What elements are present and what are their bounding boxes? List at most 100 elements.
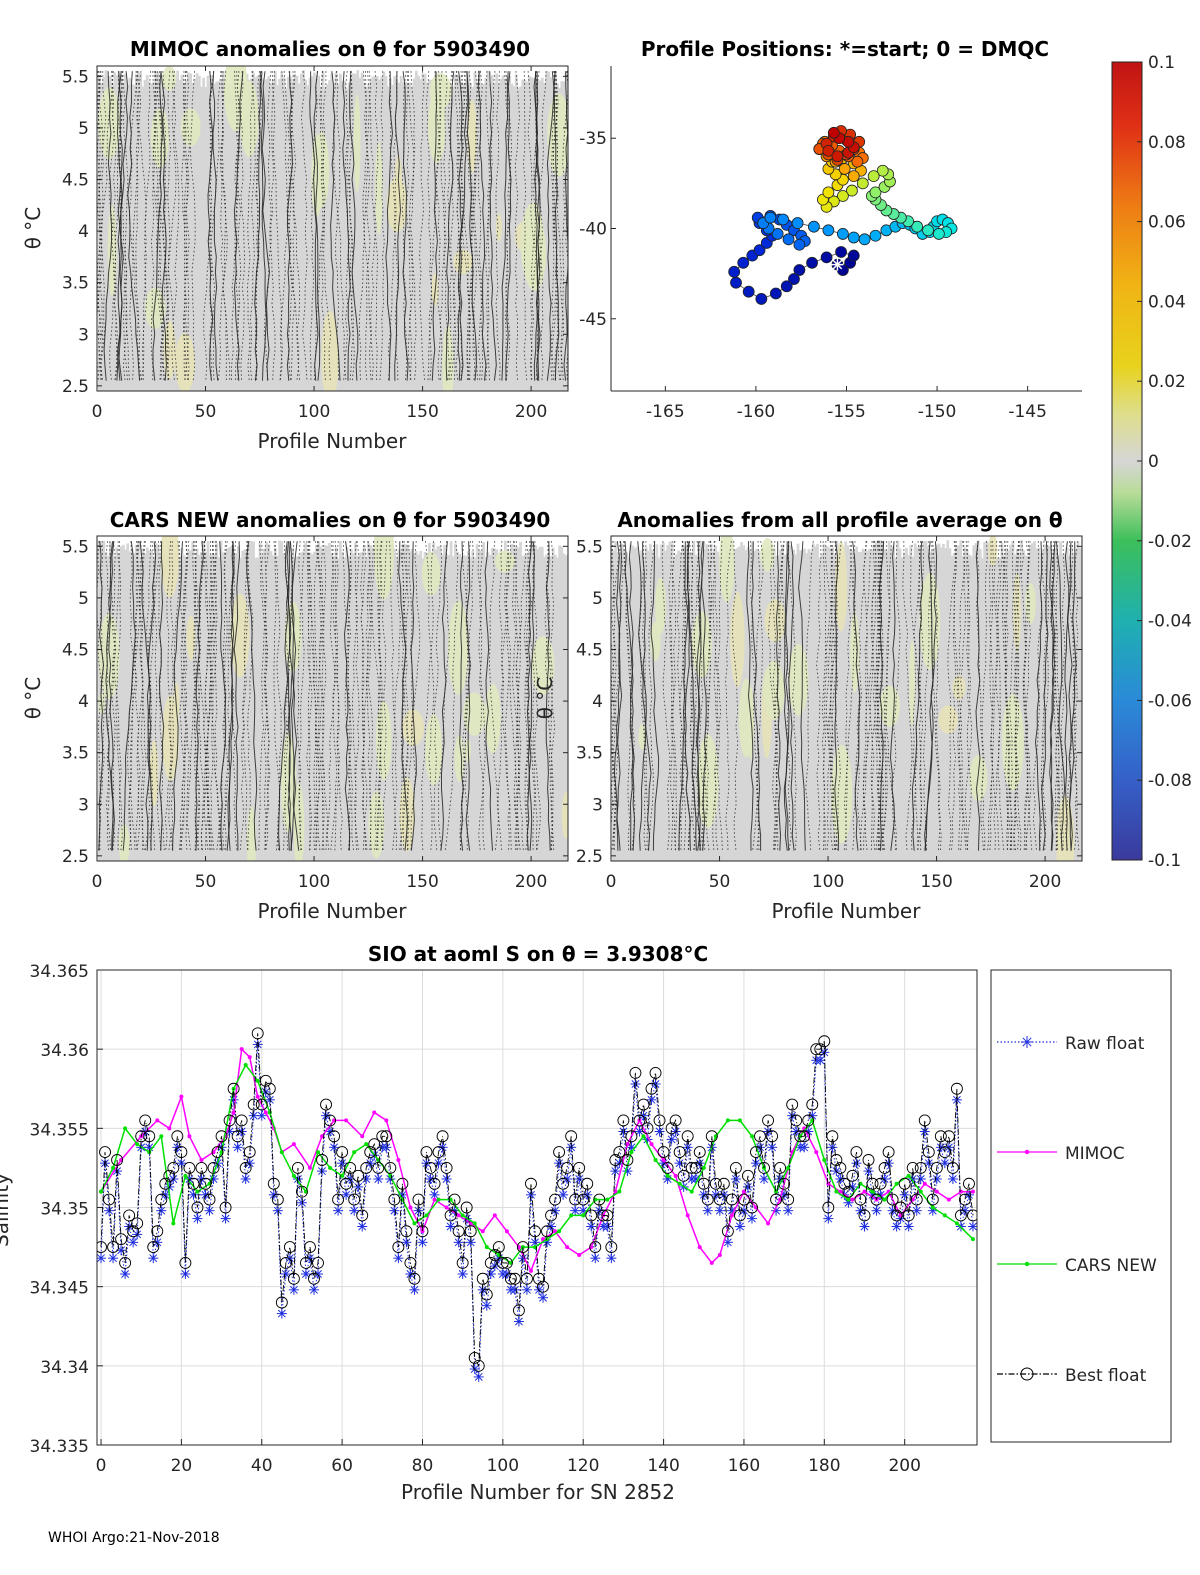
- data-column: [488, 83, 492, 391]
- best-float-marker: [203, 1193, 216, 1206]
- data-column: [299, 73, 303, 391]
- asterisk-stroke: [97, 1254, 105, 1263]
- best-float-marker: [448, 1193, 461, 1206]
- data-column: [200, 86, 203, 391]
- best-float-marker: [368, 1138, 381, 1151]
- asterisk-stroke: [575, 1175, 584, 1183]
- best-float-marker: [135, 1130, 148, 1143]
- raw-float-marker: [891, 1221, 902, 1232]
- data-column: [106, 556, 110, 861]
- data-column: [312, 551, 316, 861]
- data-column: [297, 555, 301, 861]
- y-tick-label: 5.5: [576, 537, 603, 557]
- data-column: [362, 546, 366, 861]
- data-column: [419, 550, 423, 861]
- best-float-marker: [271, 1193, 284, 1206]
- asterisk-stroke: [117, 1246, 126, 1255]
- data-column: [302, 70, 305, 391]
- data-column: [646, 550, 650, 861]
- anomaly-blob: [764, 599, 786, 643]
- data-column: [180, 548, 184, 861]
- profile-marker: [827, 126, 840, 139]
- x-tick-label: 120: [567, 1456, 599, 1476]
- cars-marker: [677, 1181, 682, 1186]
- data-column: [208, 81, 212, 391]
- raw-float-marker: [606, 1253, 617, 1264]
- anomaly-blob: [425, 714, 443, 786]
- asterisk-stroke: [651, 1080, 660, 1088]
- data-column: [438, 545, 442, 861]
- best-float-marker: [649, 1066, 662, 1079]
- best-float-marker: [227, 1082, 240, 1095]
- data-column: [269, 551, 273, 861]
- data-column: [677, 550, 680, 861]
- raw-float-marker: [690, 1174, 701, 1184]
- x-tick-label: 150: [406, 872, 438, 892]
- data-column: [236, 83, 240, 391]
- contour-line: [889, 541, 896, 851]
- anomaly-blob: [719, 536, 735, 603]
- data-column: [258, 542, 262, 861]
- asterisk-stroke: [197, 1175, 206, 1183]
- best-float-marker: [733, 1209, 746, 1222]
- data-column: [334, 72, 338, 391]
- colorbar-tick-label: 0: [1148, 452, 1159, 472]
- data-column: [714, 545, 717, 861]
- data-column: [215, 81, 219, 391]
- raw-float-marker: [734, 1221, 745, 1232]
- best-float-marker: [243, 1146, 256, 1159]
- raw-float-marker: [300, 1269, 311, 1279]
- raw-float-marker: [562, 1174, 573, 1184]
- cars-marker: [436, 1197, 441, 1202]
- data-column: [130, 548, 134, 861]
- raw-float-marker: [682, 1142, 693, 1153]
- data-column: [454, 74, 457, 391]
- data-column: [345, 88, 349, 391]
- raw-float-marker: [192, 1213, 203, 1224]
- data-column: [121, 544, 125, 861]
- salinity-xlabel: Profile Number for SN 2852: [401, 1480, 675, 1504]
- data-column: [239, 83, 242, 391]
- data-column: [681, 546, 685, 861]
- profile-marker: [836, 228, 849, 240]
- data-column: [245, 550, 249, 861]
- best-float-marker: [207, 1161, 220, 1174]
- data-column: [735, 548, 739, 861]
- data-column: [297, 83, 301, 391]
- anomaly-blob: [561, 791, 568, 840]
- best-float-marker: [609, 1154, 622, 1166]
- contour-line: [879, 541, 885, 851]
- data-column: [813, 546, 817, 861]
- plot-area: [97, 536, 568, 861]
- data-column: [430, 557, 433, 861]
- raw-float-marker: [650, 1079, 661, 1089]
- data-column: [1002, 555, 1006, 861]
- y-tick-label: 4: [78, 222, 89, 242]
- data-column: [265, 79, 268, 391]
- legend-item: CARS NEW: [997, 1256, 1157, 1276]
- x-tick-label: 0: [96, 1456, 107, 1476]
- best-float-marker: [468, 1351, 481, 1364]
- mimoc-marker: [468, 1221, 473, 1226]
- asterisk-stroke: [619, 1127, 628, 1136]
- raw-float-marker: [204, 1205, 215, 1216]
- anomaly-blob: [448, 600, 469, 696]
- best-float-marker: [364, 1146, 377, 1159]
- data-column: [325, 545, 329, 861]
- data-column: [458, 553, 462, 861]
- mimoc-marker: [231, 1110, 236, 1115]
- asterisk-stroke: [177, 1159, 186, 1168]
- best-float-marker: [324, 1114, 337, 1127]
- data-column: [1074, 548, 1078, 861]
- contour-line: [254, 71, 261, 381]
- data-column: [126, 543, 130, 861]
- best-float-marker: [918, 1114, 931, 1127]
- best-float-marker: [107, 1241, 120, 1254]
- best-float-marker: [195, 1161, 208, 1174]
- data-column: [959, 540, 963, 861]
- data-column: [273, 70, 277, 391]
- data-column: [467, 71, 470, 391]
- data-column: [922, 541, 926, 861]
- data-column: [514, 546, 518, 861]
- best-float-marker: [436, 1130, 449, 1143]
